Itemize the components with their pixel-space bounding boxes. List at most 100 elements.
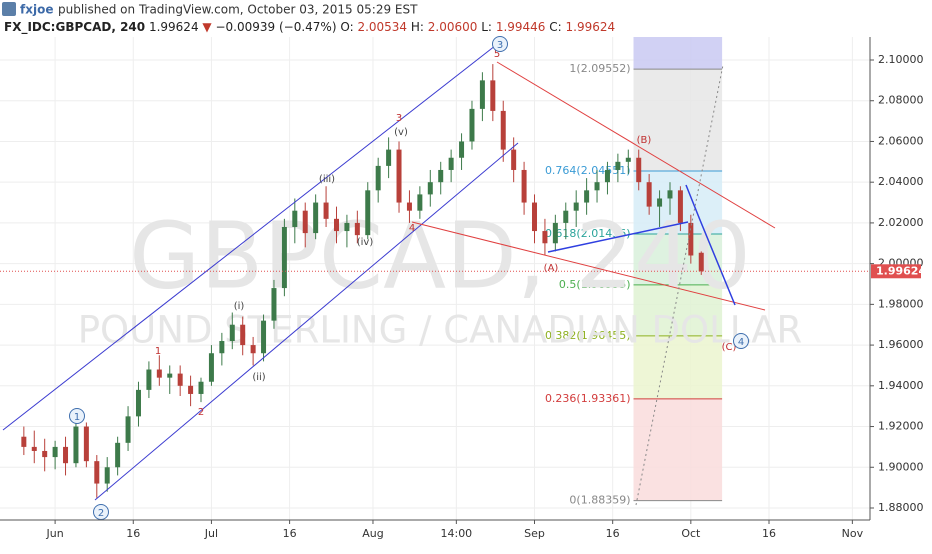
channel-lower	[94, 142, 519, 501]
wave-label: 2	[198, 407, 204, 418]
last-price-box	[871, 264, 921, 279]
x-tick-label: Nov	[842, 527, 864, 540]
x-tick-label: 16	[606, 527, 620, 540]
candle-body	[667, 190, 673, 199]
candle-body	[542, 231, 548, 244]
header-field: 1.99446	[496, 20, 546, 34]
y-tick-label: 1.98000	[878, 297, 924, 310]
fib-label: 0.618(2.01456)	[545, 227, 631, 240]
last-price-label: 1.99624	[876, 264, 926, 277]
header-field: 2.00600	[428, 20, 478, 34]
candle-body	[386, 149, 392, 166]
triangle-line	[547, 221, 689, 253]
fib-band	[633, 233, 723, 285]
candle-body	[271, 288, 277, 321]
y-tick-label: 2.06000	[878, 134, 924, 147]
candle-body	[615, 161, 621, 170]
candle-body	[83, 426, 89, 462]
candle-body	[646, 182, 652, 207]
wave-label: (iv)	[357, 237, 374, 248]
candle-body	[396, 149, 402, 203]
candle-body	[135, 389, 141, 417]
candle-body	[500, 110, 506, 150]
candle-body	[688, 222, 694, 256]
y-tick-label: 2.04000	[878, 175, 924, 188]
y-tick-label: 1.88000	[878, 501, 924, 514]
wave-label: (A)	[544, 263, 559, 274]
x-tick-label: Sep	[524, 527, 545, 540]
wave-label: 2	[98, 508, 104, 519]
candle-body	[198, 381, 204, 394]
author[interactable]: fxjoe	[20, 3, 53, 17]
candle-body	[261, 320, 267, 354]
candle-body	[479, 80, 485, 109]
wave-label: 4	[409, 223, 415, 234]
candle-body	[156, 369, 162, 378]
fib-retracement: 1(2.09552)0.764(2.04551)0.618(2.01456)0.…	[545, 37, 723, 507]
symbol-line: FX_IDC:GBPCAD, 240 1.99624 ▼ −0.00939 (−…	[4, 20, 615, 35]
candle-body	[344, 222, 350, 232]
candle-body	[406, 202, 412, 211]
x-tick-label: 14:00	[440, 527, 472, 540]
header-field: O:	[340, 20, 353, 34]
wave-label: 3	[497, 40, 503, 51]
candle-body	[323, 202, 329, 219]
x-tick-label: 16	[283, 527, 297, 540]
candle-body	[292, 210, 298, 227]
y-tick-label: 1.90000	[878, 460, 924, 473]
header-field: FX_IDC:GBPCAD, 240	[4, 20, 145, 35]
header-field: 1.99624	[149, 20, 199, 34]
wave-label: (iii)	[319, 174, 335, 185]
x-tick-label: Oct	[681, 527, 701, 540]
candle-body	[417, 194, 423, 211]
candle-body	[563, 210, 569, 223]
candle-body	[177, 373, 183, 386]
y-tick-label: 2.08000	[878, 94, 924, 107]
candle-body	[469, 108, 475, 142]
candle-body	[115, 442, 121, 468]
fib-band	[633, 335, 723, 399]
candle-body	[698, 252, 704, 272]
candle-body	[354, 222, 360, 236]
candle-body	[302, 210, 308, 234]
trendline-lower	[411, 221, 766, 311]
candles	[21, 64, 704, 498]
trendline-upper	[496, 61, 776, 229]
wave-circle	[69, 408, 85, 424]
watermark-symbol: GBPCAD, 240	[129, 202, 751, 309]
published: published on TradingView.com, October 03…	[58, 3, 418, 17]
candle-body	[427, 182, 433, 195]
candle-body	[521, 169, 527, 203]
header-field: 2.00534	[357, 20, 407, 34]
header: fxjoe published on TradingView.com, Octo…	[2, 2, 615, 35]
candle-body	[625, 157, 631, 162]
header-field: ▼	[202, 20, 212, 34]
candle-body	[333, 218, 339, 232]
candle-body	[229, 324, 235, 342]
drawings	[2, 41, 776, 506]
candle-body	[104, 467, 110, 484]
candle-body	[42, 450, 48, 458]
watermark-description: POUND STERLING / CANADIAN DOLLAR	[78, 309, 802, 352]
fib-label: 0.5(1.98955)	[559, 278, 631, 291]
avatar	[2, 2, 16, 16]
candle-body	[438, 169, 444, 183]
fib-band	[633, 398, 723, 501]
wave-label: 1	[155, 346, 161, 357]
x-tick-label: 16	[762, 527, 776, 540]
candle-body	[219, 341, 225, 354]
x-tick-label: Jun	[46, 527, 64, 540]
header-field: −0.00939 (−0.47%)	[215, 20, 336, 34]
candle-body	[208, 353, 214, 382]
fib-band	[633, 69, 723, 171]
candle-body	[365, 190, 371, 236]
candle-body	[375, 165, 381, 191]
header-field: C:	[549, 20, 561, 34]
x-tick-label: Aug	[362, 527, 383, 540]
candle-body	[636, 157, 642, 183]
axes: 1.88000 1.90000 1.92000 1.94000 1.96000 1.980…	[0, 37, 926, 540]
candle-body	[240, 324, 246, 346]
